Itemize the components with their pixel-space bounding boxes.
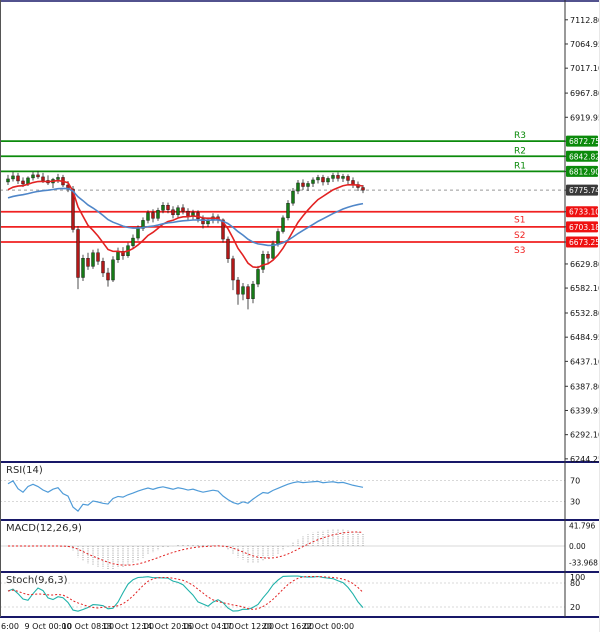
svg-text:30: 30 — [570, 497, 580, 506]
svg-text:S2: S2 — [514, 231, 525, 241]
svg-text:-33.968: -33.968 — [569, 559, 598, 568]
svg-text:S3: S3 — [514, 246, 525, 256]
stoch-main-line — [7, 575, 364, 612]
svg-text:7017.10: 7017.10 — [570, 64, 600, 73]
svg-text:6339.95: 6339.95 — [570, 406, 600, 415]
stoch-signal-line — [7, 575, 364, 610]
ma-lines — [7, 179, 364, 269]
svg-text:6244.25: 6244.25 — [570, 455, 600, 464]
svg-text:20: 20 — [570, 603, 580, 612]
svg-text:6629.80: 6629.80 — [570, 260, 600, 269]
svg-text:R3: R3 — [514, 131, 526, 141]
svg-text:7112.80: 7112.80 — [570, 16, 600, 25]
stoch-panel — [0, 575, 565, 612]
svg-text:20 Oct 16:00: 20 Oct 16:00 — [262, 622, 314, 631]
svg-text:6872.75: 6872.75 — [569, 137, 600, 146]
svg-text:6387.80: 6387.80 — [570, 382, 600, 391]
support-resistance-labels: R3 R2 R1 S1 S2 S3 — [514, 131, 526, 256]
svg-text:6919.95: 6919.95 — [570, 113, 600, 122]
svg-text:80: 80 — [570, 579, 580, 588]
svg-text:6775.74: 6775.74 — [569, 186, 600, 195]
svg-text:10 Oct 08:00: 10 Oct 08:00 — [62, 622, 114, 631]
svg-text:6812.90: 6812.90 — [569, 167, 600, 176]
svg-text:16 Oct 04:00: 16 Oct 04:00 — [182, 622, 234, 631]
svg-text:70: 70 — [570, 477, 580, 486]
svg-text:6437.10: 6437.10 — [570, 357, 600, 366]
svg-text:6484.95: 6484.95 — [570, 333, 600, 342]
svg-text:22 Oct 00:00: 22 Oct 00:00 — [302, 622, 354, 631]
svg-text:7064.95: 7064.95 — [570, 40, 600, 49]
svg-text:6967.80: 6967.80 — [570, 89, 600, 98]
svg-text:S1: S1 — [514, 216, 525, 226]
svg-text:R1: R1 — [514, 161, 526, 171]
svg-text:6292.10: 6292.10 — [570, 431, 600, 440]
svg-text:6673.25: 6673.25 — [569, 238, 600, 247]
level-price-boxes: 6872.75 6842.82 6812.90 6775.74 6733.10 6703.… — [565, 135, 600, 248]
svg-text:0.00: 0.00 — [569, 542, 586, 551]
svg-text:6582.10: 6582.10 — [570, 284, 600, 293]
svg-text:9 Oct 00:00: 9 Oct 00:00 — [24, 622, 71, 631]
macd-panel — [0, 529, 565, 571]
svg-text:6532.80: 6532.80 — [570, 309, 600, 318]
svg-text:6703.18: 6703.18 — [569, 223, 600, 232]
svg-text:6842.82: 6842.82 — [569, 152, 600, 161]
svg-text:41.796: 41.796 — [569, 522, 595, 531]
rsi-panel — [0, 479, 565, 512]
svg-text:100: 100 — [570, 573, 585, 582]
svg-text:13 Oct 12:00: 13 Oct 12:00 — [102, 622, 154, 631]
svg-text:6733.10: 6733.10 — [569, 208, 600, 217]
price-axis: 7112.80 7064.95 7017.10 6967.80 6919.95 6629.… — [564, 0, 600, 617]
panel-separators — [0, 0, 599, 618]
svg-text:14 Oct 20:00: 14 Oct 20:00 — [142, 622, 194, 631]
svg-text:R2: R2 — [514, 146, 526, 156]
svg-text:6:00: 6:00 — [1, 622, 19, 631]
svg-text:17 Oct 12:00: 17 Oct 12:00 — [222, 622, 274, 631]
